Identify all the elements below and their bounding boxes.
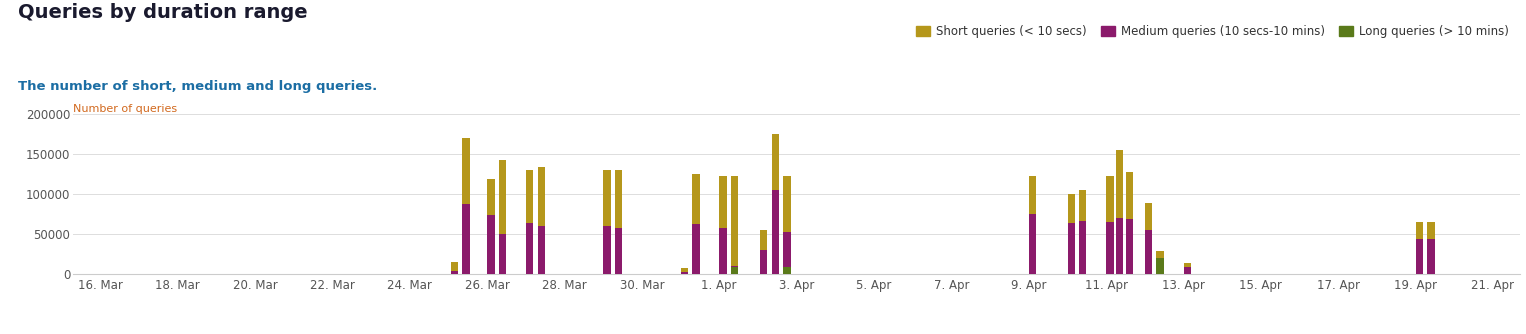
Bar [1144,230,1152,274]
Bar [1079,190,1087,221]
Bar [731,266,739,274]
Bar [499,160,507,234]
Bar [1116,150,1123,218]
Bar [603,226,610,274]
Bar [1427,239,1434,274]
Bar [760,230,768,250]
Bar [1029,214,1036,274]
Bar [1106,176,1114,222]
Bar [1416,239,1424,274]
Bar [693,224,700,274]
Bar [1416,222,1424,239]
Bar [615,228,623,274]
Bar [693,174,700,224]
Bar [487,215,494,274]
Bar [1106,222,1114,274]
Bar [719,176,726,228]
Bar [537,226,545,274]
Bar [450,272,458,274]
Bar [450,262,458,272]
Text: The number of short, medium and long queries.: The number of short, medium and long que… [18,80,377,93]
Bar [1184,263,1190,268]
Bar [731,268,739,274]
Bar [462,138,470,204]
Bar [537,167,545,226]
Bar [772,134,778,190]
Bar [1157,252,1164,260]
Bar [526,222,534,274]
Bar [760,250,768,274]
Bar [681,272,688,274]
Bar [1079,221,1087,274]
Bar [499,234,507,274]
Bar [487,179,494,215]
Bar [1068,223,1074,274]
Legend: Short queries (< 10 secs), Medium queries (10 secs-10 mins), Long queries (> 10 : Short queries (< 10 secs), Medium querie… [911,20,1514,42]
Bar [772,190,778,274]
Text: Queries by duration range: Queries by duration range [18,3,308,22]
Bar [783,232,790,274]
Bar [783,176,790,232]
Bar [1427,222,1434,239]
Bar [526,170,534,222]
Bar [1144,203,1152,230]
Bar [1157,258,1164,274]
Bar [719,228,726,274]
Bar [615,170,623,228]
Bar [1116,218,1123,274]
Bar [1029,176,1036,214]
Bar [603,170,610,226]
Bar [731,176,739,266]
Bar [1126,219,1132,274]
Bar [1126,172,1132,219]
Bar [462,204,470,274]
Text: Number of queries: Number of queries [73,104,177,114]
Bar [1184,268,1190,274]
Bar [1068,194,1074,223]
Bar [681,268,688,272]
Bar [783,268,790,274]
Bar [1157,260,1164,274]
